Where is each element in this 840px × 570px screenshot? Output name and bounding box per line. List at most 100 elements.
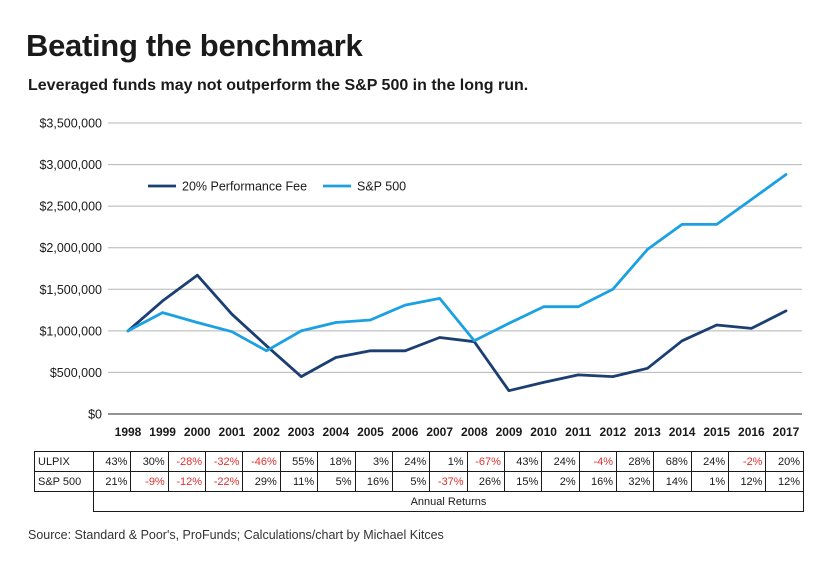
x-tick-label: 2009 <box>496 425 523 439</box>
data-point <box>334 356 337 359</box>
data-point <box>715 223 718 226</box>
data-point <box>230 313 234 316</box>
data-point <box>161 299 164 303</box>
data-point <box>299 329 303 333</box>
returns-cell: 30% <box>130 451 169 472</box>
x-tick-label: 2011 <box>565 425 591 439</box>
data-point <box>784 173 788 176</box>
y-tick-label: $2,500,000 <box>39 200 102 214</box>
returns-cell: 18% <box>317 451 356 472</box>
y-tick-label: $1,000,000 <box>39 324 102 338</box>
returns-cell: -2% <box>728 451 767 472</box>
data-point <box>680 339 684 343</box>
chart-title: Beating the benchmark <box>26 28 363 63</box>
data-point <box>196 273 199 277</box>
data-point <box>646 367 649 370</box>
data-point <box>403 349 407 353</box>
returns-row-label: S&P 500 <box>34 471 94 492</box>
returns-cell: -37% <box>429 471 468 492</box>
returns-cell: 24% <box>391 451 431 472</box>
returns-cell: 24% <box>541 451 580 472</box>
returns-cell: -9% <box>130 471 169 492</box>
y-tick-label: $2,000,000 <box>39 241 102 255</box>
returns-cell: 20% <box>765 451 804 472</box>
x-tick-label: 2010 <box>530 425 557 439</box>
returns-cell: 3% <box>354 451 393 472</box>
data-point <box>369 349 372 353</box>
returns-cell: 14% <box>653 471 692 492</box>
y-tick-label: $1,500,000 <box>39 283 102 297</box>
returns-cell: 16% <box>578 471 618 492</box>
x-tick-label: 2003 <box>288 425 315 439</box>
x-tick-label: 2004 <box>322 425 349 439</box>
annual-returns-table: ULPIX 43% 30% -28% -32% -46% 55% 18% 3% 24% 1% -67%… <box>34 451 804 512</box>
returns-cell: -22% <box>205 471 244 492</box>
x-tick-label: 2017 <box>773 425 800 439</box>
source-note: Source: Standard & Poor's, ProFunds; Cal… <box>28 528 444 542</box>
returns-row: S&P 500 21% -9% -12% -22% 29% 11% 5% 16% 5% -37% 26… <box>34 471 804 492</box>
y-tick-label: $0 <box>88 408 102 422</box>
returns-cell: -4% <box>578 451 618 472</box>
data-point <box>680 223 684 226</box>
returns-cell: 21% <box>92 471 132 492</box>
x-tick-label: 2014 <box>669 425 696 439</box>
x-tick-label: 2005 <box>357 425 384 439</box>
y-tick-label: $500,000 <box>50 366 102 380</box>
data-point <box>265 349 268 353</box>
returns-cell: 11% <box>279 471 319 492</box>
x-tick-label: 2016 <box>738 425 765 439</box>
returns-cell: 32% <box>616 471 655 492</box>
series-line-performance-fee <box>126 273 788 393</box>
returns-cell: 55% <box>279 451 319 472</box>
data-point <box>611 288 615 291</box>
returns-cell: 29% <box>242 471 281 492</box>
blank-cell <box>35 492 94 512</box>
returns-cell: 68% <box>653 451 692 472</box>
returns-cell: 12% <box>728 471 767 492</box>
returns-cell: 26% <box>466 471 505 492</box>
data-point <box>784 309 788 313</box>
x-tick-label: 1999 <box>149 425 176 439</box>
data-point <box>161 311 164 314</box>
chart-subtitle: Leveraged funds may not outperform the S… <box>28 77 529 94</box>
data-point <box>577 373 580 377</box>
x-tick-label: 2006 <box>392 425 419 439</box>
data-point <box>369 318 372 322</box>
legend-label: 20% Performance Fee <box>182 180 307 194</box>
x-tick-label: 2012 <box>599 425 626 439</box>
returns-cell: 5% <box>317 471 356 492</box>
data-point <box>750 198 753 201</box>
returns-cell: 1% <box>690 471 730 492</box>
x-tick-label: 1998 <box>115 425 142 439</box>
data-point <box>507 322 511 325</box>
legend-label: S&P 500 <box>357 180 406 194</box>
returns-cell: 28% <box>616 451 655 472</box>
returns-footer-row: Annual Returns <box>35 491 804 512</box>
x-tick-label: 2002 <box>253 425 280 439</box>
data-point <box>473 339 476 343</box>
returns-cell: -46% <box>242 451 281 472</box>
returns-cell: -12% <box>167 471 207 492</box>
x-tick-label: 2015 <box>703 425 730 439</box>
returns-cell: 24% <box>690 451 730 472</box>
returns-cell: 43% <box>503 451 543 472</box>
series-line-sp500 <box>126 173 788 353</box>
y-tick-label: $3,000,000 <box>39 158 102 172</box>
returns-cell: 16% <box>354 471 393 492</box>
data-point <box>438 336 441 339</box>
returns-cell: 1% <box>429 451 468 472</box>
returns-cell: -67% <box>466 451 505 472</box>
x-tick-label: 2000 <box>184 425 211 439</box>
returns-row-label: ULPIX <box>34 451 94 472</box>
returns-cell: 15% <box>503 471 543 492</box>
returns-cell: -28% <box>167 451 207 472</box>
data-point <box>750 327 753 330</box>
returns-row: ULPIX 43% 30% -28% -32% -46% 55% 18% 3% 24% 1% -67%… <box>34 451 804 472</box>
data-point <box>403 303 407 307</box>
x-tick-label: 2007 <box>426 425 453 439</box>
returns-cell: -32% <box>205 451 244 472</box>
data-point <box>299 375 303 378</box>
data-point <box>577 305 580 308</box>
data-point <box>542 381 545 384</box>
data-point <box>715 323 718 327</box>
